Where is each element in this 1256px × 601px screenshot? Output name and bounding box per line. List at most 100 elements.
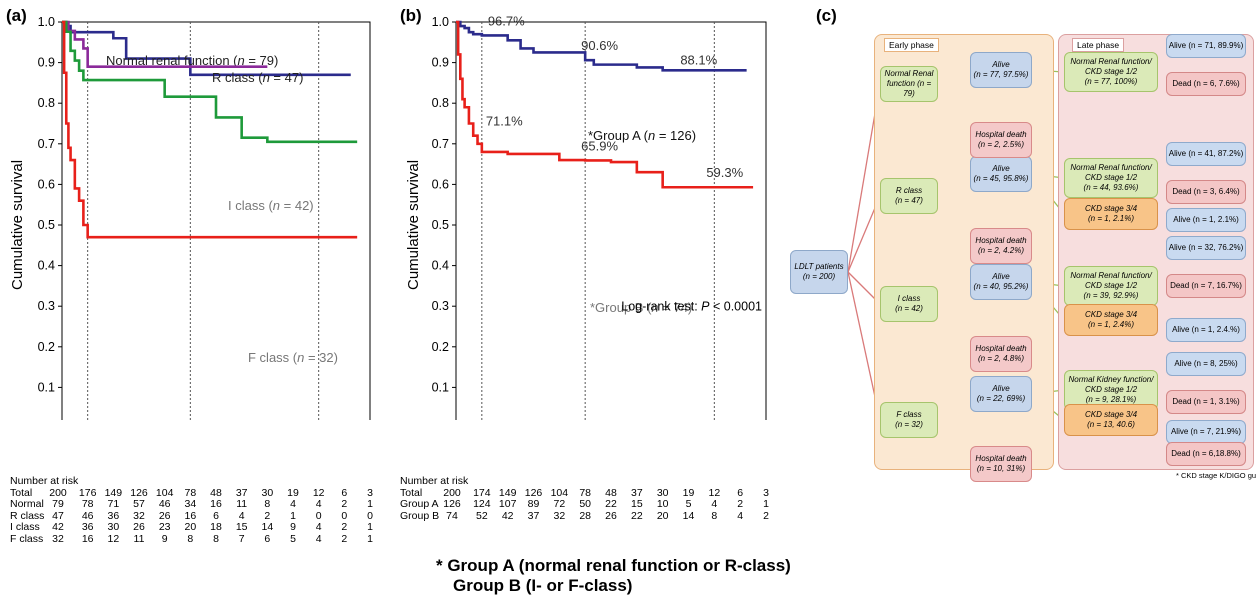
- risk-row-label: F class: [10, 532, 44, 545]
- risk-table-row: Group B 74 52 42 37 32 28 26 22 20 14 8 4 2: [400, 509, 780, 523]
- y-tick-label: 0.2: [432, 340, 449, 354]
- risk-value: 15: [235, 521, 248, 534]
- node-alive-3: Alive (n = 22, 69%): [970, 376, 1032, 412]
- risk-value: 72: [553, 498, 566, 511]
- node-late-ckd-2: CKD stage 3/4 (n = 1, 2.4%): [1064, 304, 1158, 336]
- risk-value: 12: [312, 486, 325, 499]
- risk-value: 16: [210, 498, 222, 511]
- node-outcome-0: Alive (n = 71, 89.9%): [1166, 34, 1246, 58]
- risk-value: 42: [52, 521, 64, 534]
- risk-value: 2: [341, 532, 348, 545]
- node-outcome-3: Dead (n = 3, 6.4%): [1166, 180, 1246, 204]
- y-tick-label: 0.3: [432, 299, 449, 313]
- risk-value: 2: [763, 509, 769, 522]
- risk-value: 149: [498, 486, 517, 499]
- risk-value: 23: [158, 521, 171, 534]
- risk-value: 22: [630, 509, 643, 522]
- risk-table-row: Total 200 176 149 126 104 78 48 37 30 19 12 6 3: [10, 486, 400, 500]
- survival-annotation: 90.6%: [581, 38, 618, 53]
- node-hospital-death-2: Hospital death (n = 2, 4.8%): [970, 336, 1032, 372]
- risk-value: 8: [264, 498, 271, 511]
- y-tick-label: 0.8: [432, 96, 449, 110]
- risk-value: 124: [473, 498, 491, 511]
- risk-value: 48: [605, 486, 617, 499]
- risk-value: 0: [341, 509, 348, 522]
- series-label-1: *Group B (n = 74): [590, 300, 692, 315]
- node-late-normal-3: Normal Kidney function/CKD stage 1/2 (n =…: [1064, 370, 1158, 410]
- risk-row-label: Group A: [400, 498, 439, 511]
- risk-value: 14: [261, 521, 274, 534]
- y-tick-label: 0.9: [432, 56, 449, 70]
- survival-annotation: 59.3%: [706, 165, 743, 180]
- survival-annotation: 65.9%: [581, 138, 618, 153]
- risk-row-label: Normal: [10, 498, 44, 511]
- y-tick-label: 0.4: [38, 259, 55, 273]
- node-outcome-10: Alive (n = 7, 21.9%): [1166, 420, 1246, 444]
- footnote-line-1: * Group A (normal renal function or R-cl…: [436, 556, 791, 575]
- y-tick-label: 0.5: [432, 218, 449, 232]
- y-tick-label: 0.3: [38, 299, 55, 313]
- risk-value: 26: [605, 509, 617, 522]
- risk-value: 78: [184, 486, 197, 499]
- node-ldlt-patients: LDLT patients (n = 200): [790, 250, 848, 294]
- node-late-normal-2: Normal Renal function/CKD stage 1/2 (n = …: [1064, 266, 1158, 306]
- y-tick-label: 0.6: [38, 177, 55, 191]
- flowchart: Early phase Late phase LDLT patients (n =…: [786, 28, 1256, 482]
- risk-value: 74: [446, 509, 458, 522]
- risk-value: 50: [579, 498, 591, 511]
- risk-table-row: Total 200 174 149 126 104 78 48 37 30 19 12 6 3: [400, 486, 780, 500]
- y-tick-label: 0.4: [432, 259, 449, 273]
- node-late-ckd-3: CKD stage 3/4 (n = 13, 40.6): [1064, 404, 1158, 436]
- series-label-2: I class (n = 42): [228, 198, 314, 213]
- node-hospital-death-1: Hospital death (n = 2, 4.2%): [970, 228, 1032, 264]
- risk-value: 8: [711, 509, 718, 522]
- risk-value: 30: [107, 521, 120, 534]
- risk-value: 7: [238, 532, 245, 545]
- node-class-3: F class (n = 32): [880, 402, 938, 438]
- risk-value: 6: [341, 486, 348, 499]
- risk-value: 174: [473, 486, 491, 499]
- node-alive-0: Alive (n = 77, 97.5%): [970, 52, 1032, 88]
- risk-value: 34: [184, 498, 197, 511]
- plot-frame: [455, 21, 767, 420]
- risk-value: 9: [290, 521, 296, 534]
- y-axis-label: Cumulative survival: [405, 160, 422, 290]
- risk-row-label: Total: [400, 486, 423, 499]
- risk-value: 200: [443, 486, 461, 499]
- risk-value: 32: [553, 509, 566, 522]
- risk-value: 30: [656, 486, 669, 499]
- risk-value: 104: [155, 486, 174, 499]
- risk-value: 48: [210, 486, 222, 499]
- risk-value: 37: [527, 509, 540, 522]
- node-outcome-6: Dead (n = 7, 16.7%): [1166, 274, 1246, 298]
- risk-value: 126: [443, 498, 461, 511]
- series-label-0: *Group A (n = 126): [588, 128, 696, 143]
- risk-value: 4: [290, 498, 296, 511]
- y-tick-label: 0.6: [432, 177, 449, 191]
- risk-value: 89: [527, 498, 540, 511]
- risk-value: 4: [238, 509, 245, 522]
- risk-table-b: Number at risk Total 200 174 149 126 104 78 48 37…: [400, 475, 780, 523]
- risk-value: 79: [52, 498, 64, 511]
- series-label-0: Normal renal function (n = 79): [106, 53, 278, 68]
- node-late-normal-0: Normal Renal function/CKD stage 1/2 (n = …: [1064, 52, 1158, 92]
- risk-value: 2: [737, 498, 744, 511]
- risk-row-label: Group B: [400, 509, 440, 522]
- risk-value: 2: [341, 521, 348, 534]
- survival-chart-b: 0.00.10.20.30.40.50.60.70.80.91.00122436…: [405, 13, 767, 420]
- series-label-1: R class (n = 47): [212, 70, 303, 85]
- risk-table-row: F class 32 16 12 11 9 8 8 7 6 5 4 2 1: [10, 532, 400, 546]
- node-outcome-9: Dead (n = 1, 3.1%): [1166, 390, 1246, 414]
- risk-value: 1: [367, 498, 373, 511]
- risk-row-label: R class: [10, 509, 45, 522]
- risk-value: 2: [341, 498, 348, 511]
- node-outcome-1: Dead (n = 6, 7.6%): [1166, 72, 1246, 96]
- y-tick-label: 0.9: [38, 56, 55, 70]
- risk-value: 37: [235, 486, 248, 499]
- risk-value: 4: [315, 498, 322, 511]
- y-tick-label: 0.1: [432, 380, 449, 394]
- risk-value: 78: [579, 486, 591, 499]
- panel-label-b: (b): [400, 6, 422, 25]
- node-late-ckd-1: CKD stage 3/4 (n = 1, 2.1%): [1064, 198, 1158, 230]
- risk-value: 176: [78, 486, 97, 499]
